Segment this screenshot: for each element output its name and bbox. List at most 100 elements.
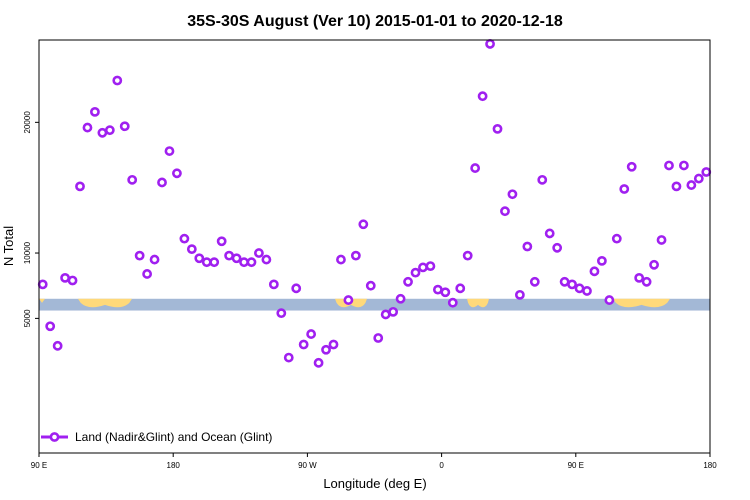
y-axis-title: N Total	[1, 226, 16, 266]
data-point	[507, 189, 518, 200]
data-point	[224, 250, 235, 261]
data-point	[52, 340, 63, 351]
data-point	[283, 352, 294, 363]
land-bump	[613, 298, 670, 308]
data-point	[298, 339, 309, 350]
data-point	[313, 357, 324, 368]
data-point	[97, 127, 108, 138]
data-point	[82, 122, 93, 133]
data-point	[343, 295, 354, 305]
data-point	[112, 75, 123, 86]
data-point	[186, 244, 197, 255]
data-point	[410, 267, 421, 278]
data-point	[164, 146, 175, 156]
data-point	[239, 257, 249, 268]
data-point	[544, 228, 555, 239]
data-point	[201, 257, 212, 268]
data-point	[693, 173, 704, 184]
data-point	[350, 250, 361, 261]
data-point	[686, 180, 697, 190]
y-axis-ticks: 5000 10000 20000	[23, 111, 39, 327]
data-point	[104, 125, 115, 136]
data-point	[231, 253, 242, 264]
data-point	[462, 250, 473, 261]
data-point	[522, 241, 533, 252]
data-point	[328, 339, 339, 350]
data-point	[37, 279, 48, 290]
data-point	[172, 168, 182, 179]
data-point	[127, 174, 138, 185]
data-point	[500, 206, 510, 217]
data-point	[574, 283, 585, 294]
data-point	[306, 329, 317, 339]
data-point	[321, 344, 331, 355]
data-point	[380, 309, 391, 320]
data-point	[336, 254, 346, 265]
data-point	[664, 160, 674, 171]
data-point	[216, 236, 227, 247]
data-point	[537, 174, 548, 185]
data-points	[37, 39, 712, 368]
data-point	[611, 233, 622, 244]
data-point	[75, 181, 85, 192]
data-point	[529, 276, 540, 287]
land-bump	[467, 298, 489, 308]
data-point	[589, 266, 600, 277]
data-point	[649, 259, 659, 270]
x-tick-label: 180	[703, 461, 717, 470]
data-point	[276, 308, 287, 319]
x-tick-label: 90 E	[568, 461, 584, 470]
data-point	[67, 275, 78, 286]
data-point	[194, 253, 205, 264]
data-point	[619, 184, 630, 194]
data-point	[604, 295, 615, 305]
data-point	[514, 289, 525, 300]
data-point	[291, 283, 302, 294]
data-point	[432, 284, 443, 295]
data-point	[485, 39, 495, 49]
data-point	[157, 177, 167, 188]
data-point	[149, 254, 160, 265]
data-point	[373, 333, 384, 343]
data-point	[60, 272, 70, 283]
data-point	[246, 257, 257, 268]
x-tick-label: 0	[439, 461, 444, 470]
data-point	[701, 167, 712, 177]
data-point	[388, 306, 399, 317]
data-point	[358, 219, 369, 230]
data-point	[403, 276, 413, 287]
data-point	[209, 257, 220, 268]
data-point	[492, 123, 503, 134]
data-point	[119, 121, 130, 132]
legend: Land (Nadir&Glint) and Ocean (Glint)	[41, 430, 272, 444]
data-point	[261, 254, 272, 265]
y-tick-label: 20000	[23, 111, 32, 134]
x-tick-label: 90 E	[31, 461, 47, 470]
data-point	[470, 163, 481, 173]
data-point	[142, 269, 153, 279]
data-point	[626, 161, 637, 172]
data-point	[679, 160, 689, 171]
x-tick-label: 90 W	[298, 461, 317, 470]
data-point	[671, 181, 682, 192]
data-point	[418, 262, 428, 273]
x-tick-label: 180	[167, 461, 181, 470]
data-point	[559, 276, 570, 287]
data-point	[268, 279, 279, 290]
land-bump	[39, 298, 45, 303]
data-point	[395, 293, 406, 304]
data-point	[656, 235, 667, 245]
x-axis-ticks: 90 E 180 90 W 0 90 E 180	[31, 453, 717, 470]
data-point	[552, 242, 563, 253]
y-tick-label: 10000	[23, 241, 32, 264]
data-point	[254, 248, 264, 258]
ocean-band	[39, 298, 710, 311]
plot-frame	[38, 39, 711, 454]
data-point	[567, 279, 577, 290]
data-point	[440, 287, 451, 298]
data-point	[365, 280, 376, 291]
data-point	[447, 297, 458, 308]
data-point	[45, 321, 56, 332]
data-point	[134, 250, 145, 261]
